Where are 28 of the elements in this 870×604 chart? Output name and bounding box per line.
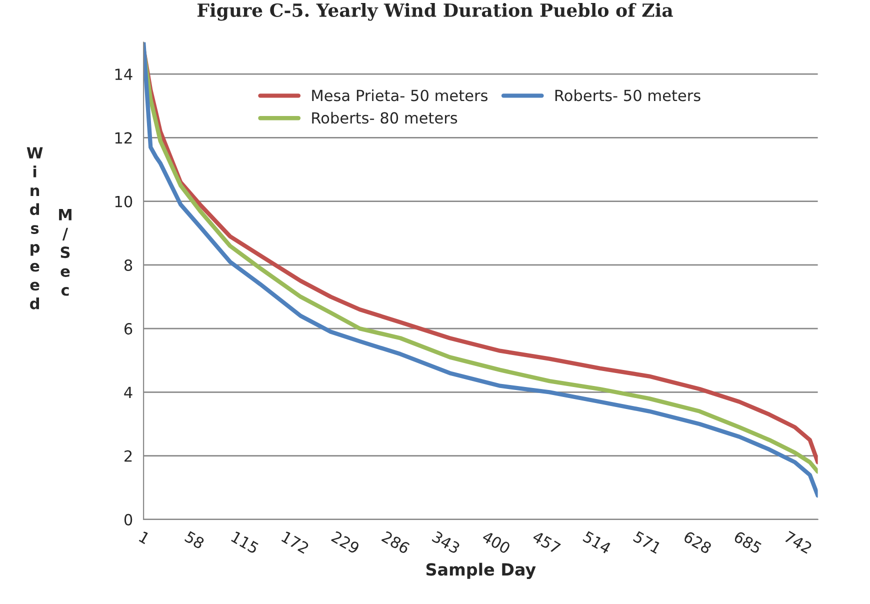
x-tick-label: 514 — [582, 530, 612, 554]
x-tick-label: 115 — [230, 531, 260, 554]
x-tick-label: 58 — [184, 530, 205, 550]
x-tick-label: 229 — [330, 530, 360, 554]
x-tick-label: 286 — [381, 530, 410, 554]
y-tick-label: 0 — [124, 514, 132, 526]
x-tick-label: 571 — [632, 530, 662, 554]
x-axis-title: Sample Day — [426, 562, 536, 580]
x-tick-label: 457 — [532, 530, 561, 554]
y-tick-label: 2 — [124, 450, 132, 462]
legend-label: Roberts- 80 meters — [312, 112, 458, 124]
x-tick-label: 400 — [481, 530, 511, 554]
x-tick-label: 742 — [784, 530, 812, 554]
legend-label: Mesa Prieta- 50 meters — [312, 89, 488, 102]
y-tick-label: 8 — [124, 259, 132, 271]
x-tick-label: 343 — [432, 530, 460, 554]
text: Windspeed M/Sec — [26, 147, 72, 310]
x-tick-label: 172 — [281, 530, 310, 554]
chart-title: Figure C-5. Yearly Wind Duration Pueblo of Zia — [197, 3, 673, 21]
x-tick-label: 1 — [138, 531, 150, 544]
y-tick-label: 6 — [124, 323, 132, 335]
y-tick-label: 12 — [115, 132, 132, 144]
y-tick-label: 14 — [115, 68, 132, 80]
y-tick-label: 4 — [124, 386, 132, 398]
legend-label: Roberts- 50 meters — [555, 89, 700, 102]
x-tick-label: 685 — [733, 530, 762, 554]
y-tick-label: 10 — [115, 196, 132, 208]
x-tick-label: 628 — [682, 530, 712, 554]
